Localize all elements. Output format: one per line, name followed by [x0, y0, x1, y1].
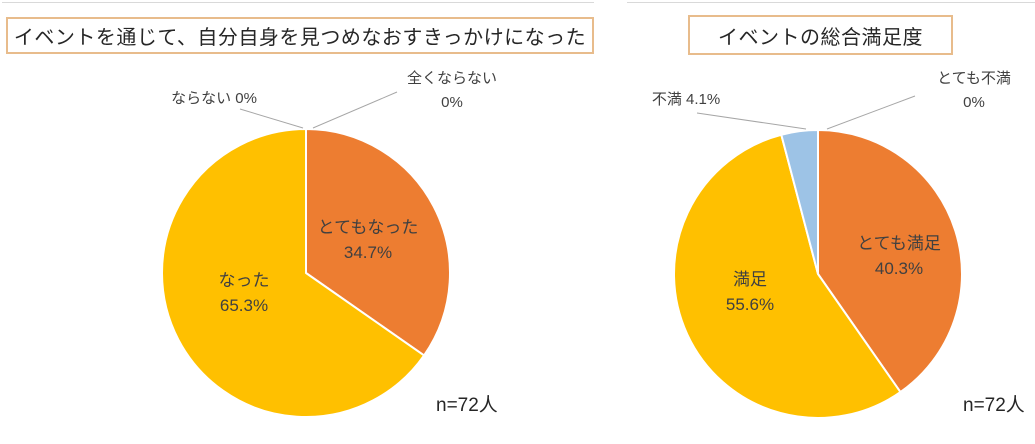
slice-category-text: 満足	[732, 270, 767, 289]
pie-slice-1-1	[673, 133, 902, 419]
callout-text: 不満 4.1%	[651, 91, 721, 108]
right-sample-size-label: n=72人	[963, 395, 1025, 416]
callout-label-1-3: とても不満 0%	[937, 67, 1011, 115]
chart-top-border-left	[2, 2, 594, 3]
callout-percentage-text: 0%	[963, 94, 985, 111]
leader-line-0-3	[312, 91, 398, 129]
pie-slice-1-0	[817, 129, 963, 394]
slice-percentage-text: 34.7%	[343, 243, 393, 262]
callout-label-1-2: 不満 4.1%	[652, 88, 720, 112]
left-chart-title: イベントを通じて、自分自身を見つめなおすきっかけになった	[13, 27, 587, 49]
callout-percentage-text: 0%	[441, 94, 463, 111]
slice-label-1-0: とても満足 40.3%	[857, 231, 941, 281]
right-chart-title: イベントの総合満足度	[718, 26, 923, 49]
callout-label-0-3: 全くならない 0%	[407, 67, 497, 115]
slice-category-text: なった	[218, 271, 270, 290]
slice-percentage-text: 65.3%	[219, 296, 269, 315]
slice-category-text: とても満足	[857, 234, 941, 253]
slice-label-0-1: なった 65.3%	[219, 268, 270, 318]
chart-top-border-right	[627, 2, 1035, 3]
leader-line-0-2	[239, 108, 304, 129]
slice-label-0-0: とてもなった 34.7%	[318, 215, 419, 265]
slice-percentage-text: 40.3%	[874, 259, 924, 278]
callout-label-0-2: ならない 0%	[171, 87, 257, 111]
slice-category-text: とてもなった	[317, 218, 419, 237]
pie-slice-1-2	[780, 129, 819, 275]
slice-percentage-text: 55.6%	[725, 295, 775, 314]
leader-line-1-2	[696, 112, 807, 130]
pie-slice-0-1	[160, 128, 426, 418]
left-sample-size-label: n=72人	[436, 395, 498, 416]
left-chart-title-box: イベントを通じて、自分自身を見つめなおすきっかけになった	[6, 17, 594, 54]
callout-text: ならない 0%	[171, 90, 257, 107]
right-chart-title-box: イベントの総合満足度	[688, 15, 953, 55]
slice-label-1-1: 満足 55.6%	[726, 267, 774, 317]
callout-category-text: とても不満	[937, 70, 1011, 87]
pie-slice-0-0	[305, 128, 451, 357]
leader-line-1-3	[826, 95, 916, 130]
callout-category-text: 全くならない	[406, 70, 498, 87]
